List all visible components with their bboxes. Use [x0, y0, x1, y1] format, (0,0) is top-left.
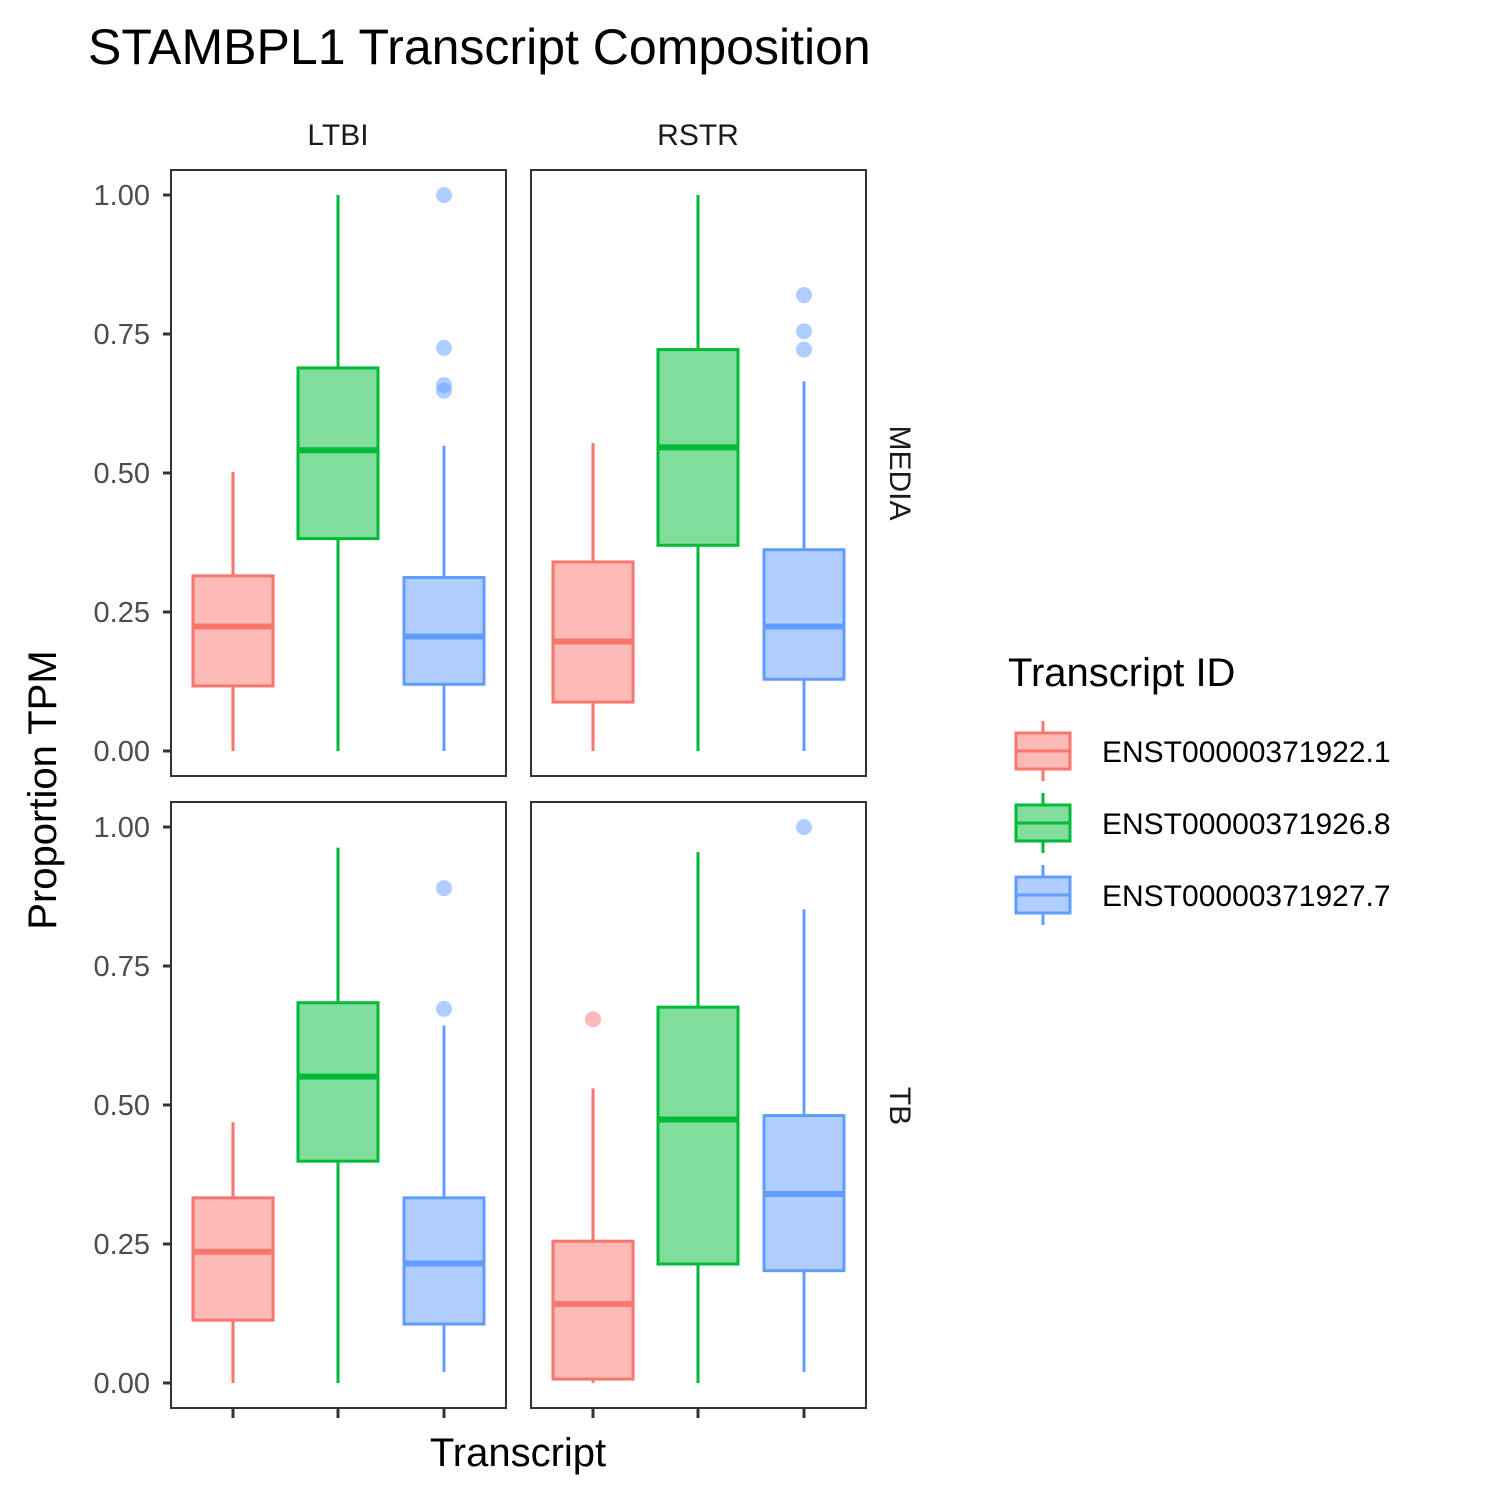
iqr-box: [551, 560, 635, 704]
outlier-point: [436, 880, 452, 897]
box-ltbi-tb-1: [191, 1122, 275, 1383]
outlier-point: [796, 341, 812, 358]
strip-label-ltbi: LTBI: [307, 119, 368, 152]
strip-label-rstr: RSTR: [657, 119, 739, 152]
panel-rstr-media: [530, 169, 867, 777]
strip-label-media: MEDIA: [883, 425, 916, 520]
outlier-point: [436, 339, 452, 356]
y-tick-label: 0.75: [94, 951, 150, 983]
outlier-point: [796, 287, 812, 304]
box-rstr-media-1: [551, 442, 635, 751]
chart-title: STAMBPL1 Transcript Composition: [88, 19, 871, 75]
box-ltbi-media-2: [296, 195, 380, 751]
outlier-point: [796, 323, 812, 340]
y-tick-label: 0.75: [94, 319, 150, 351]
y-tick-label: 0.50: [94, 1090, 150, 1122]
y-tick-label: 0.25: [94, 597, 150, 629]
box-rstr-media-3: [762, 287, 846, 751]
x-axis-title: Transcript: [430, 1431, 606, 1475]
outlier-point: [585, 1011, 601, 1028]
y-tick-label: 0.00: [94, 1368, 150, 1400]
iqr-box: [191, 574, 275, 688]
box-rstr-media-2: [656, 195, 740, 751]
iqr-box: [191, 1196, 275, 1322]
outlier-point: [436, 1000, 452, 1017]
y-tick-label: 1.00: [94, 180, 150, 212]
strip-label-tb: TB: [883, 1087, 916, 1125]
legend-label: ENST00000371927.7: [1102, 880, 1391, 913]
box-rstr-tb-1: [551, 1011, 635, 1383]
legend-label: ENST00000371926.8: [1102, 808, 1391, 841]
outlier-point: [436, 187, 452, 204]
box-rstr-tb-2: [656, 852, 740, 1383]
iqr-box: [551, 1239, 635, 1381]
iqr-box: [296, 1001, 380, 1163]
legend-item-3: ENST00000371927.7: [1014, 865, 1391, 925]
legend-title: Transcript ID: [1008, 651, 1235, 695]
legend-label: ENST00000371922.1: [1102, 736, 1391, 769]
y-tick-label: 1.00: [94, 812, 150, 844]
box-ltbi-media-3: [402, 187, 486, 751]
y-tick-label: 0.00: [94, 736, 150, 768]
outlier-point: [796, 819, 812, 836]
box-ltbi-tb-2: [296, 847, 380, 1383]
outlier-point: [436, 377, 452, 394]
box-ltbi-tb-3: [402, 880, 486, 1372]
legend-item-2: ENST00000371926.8: [1014, 793, 1391, 853]
y-tick-label: 0.25: [94, 1229, 150, 1261]
box-rstr-tb-3: [762, 819, 846, 1372]
iqr-box: [402, 576, 486, 686]
y-tick-label: 0.50: [94, 458, 150, 490]
y-axis-title: Proportion TPM: [21, 650, 65, 929]
iqr-box: [762, 548, 846, 681]
iqr-box: [296, 366, 380, 541]
legend-item-1: ENST00000371922.1: [1014, 721, 1391, 781]
iqr-box: [656, 1005, 740, 1266]
box-ltbi-media-1: [191, 471, 275, 751]
